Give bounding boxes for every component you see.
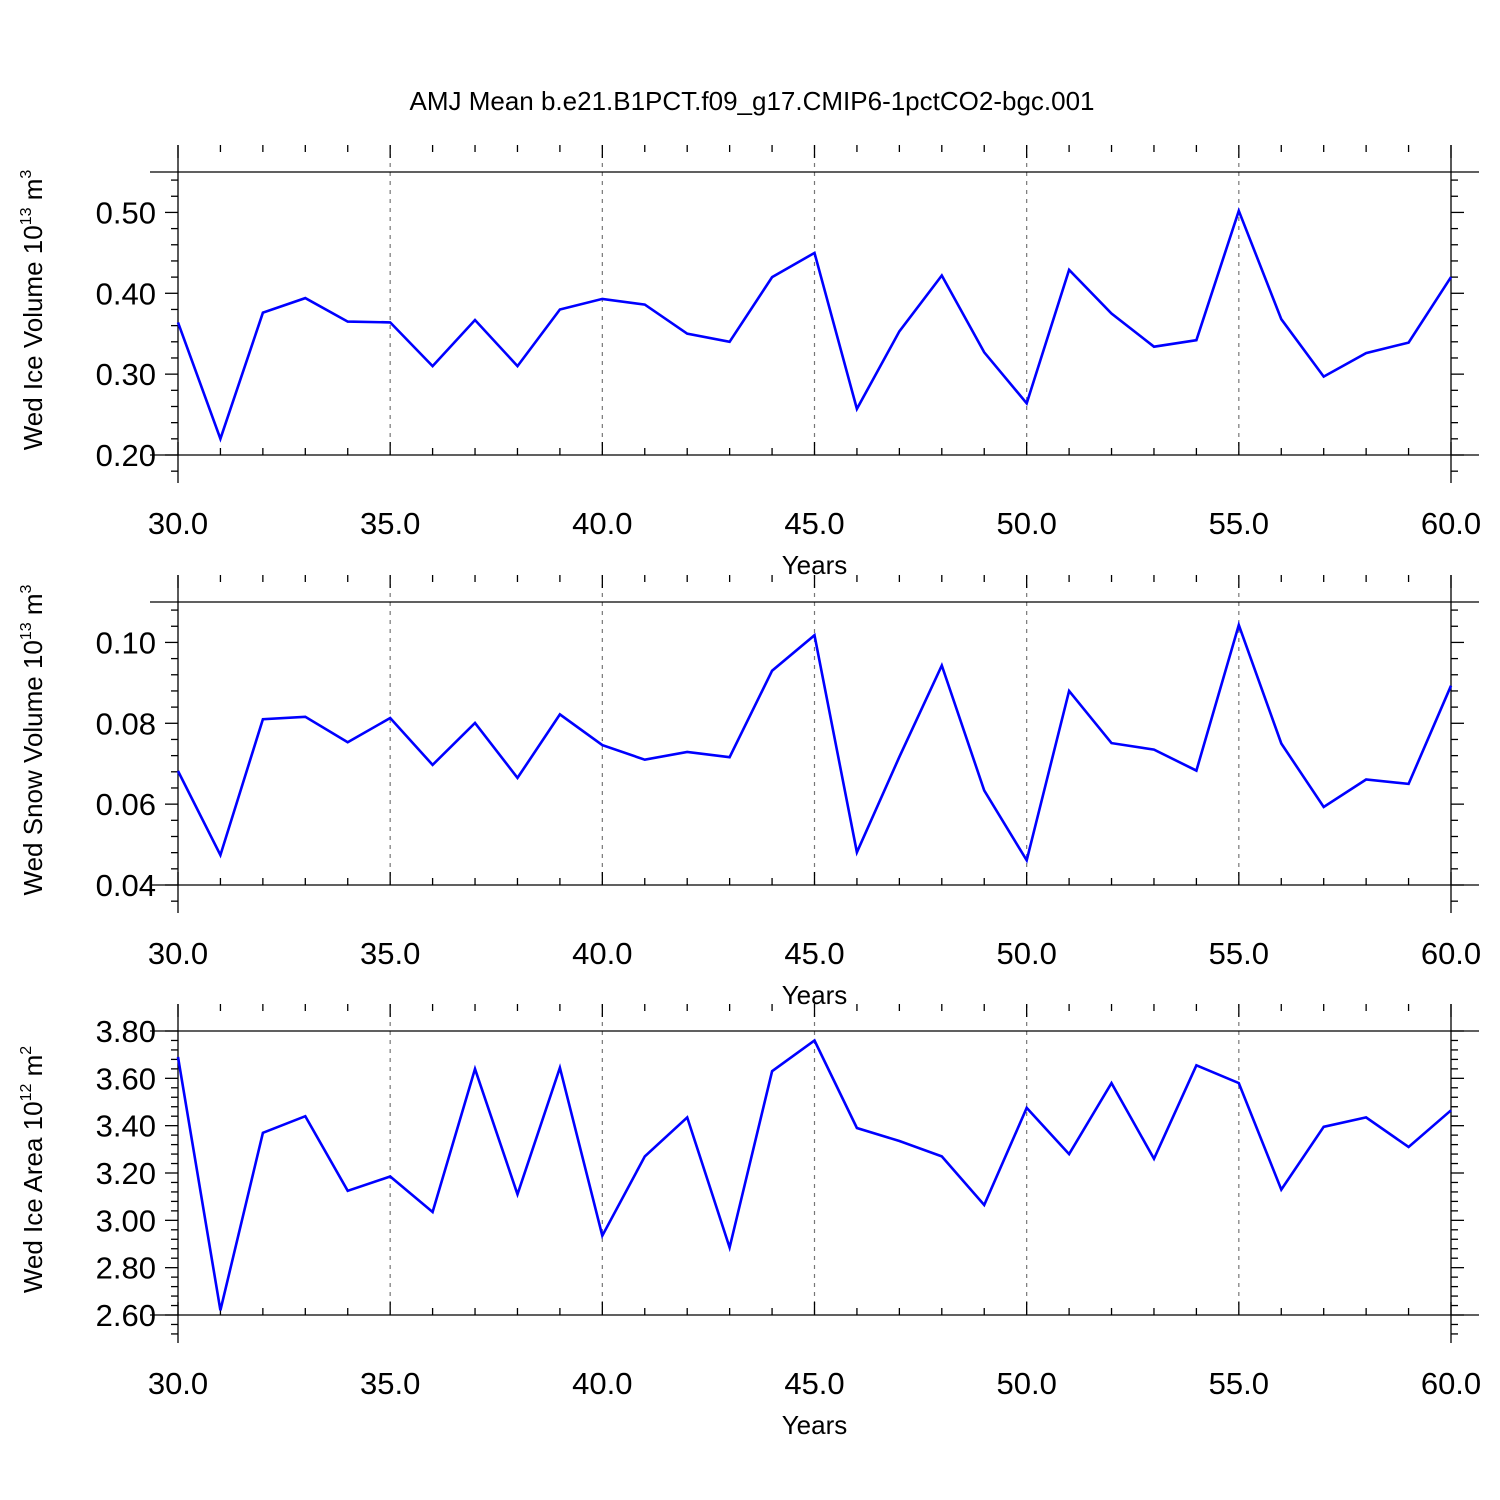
panel-3: 30.0 35.0 40.0 45.0 50.0 55.0 60.0 2.60 2.80 3.00… — [18, 1004, 1481, 1440]
x-tick-label: 55.0 — [1209, 506, 1269, 541]
y-axis-label: Wed Ice Area 1012 m2 — [18, 1046, 48, 1293]
y-axis-label: Wed Snow Volume 1013 m3 — [18, 584, 48, 895]
y-tick-label: 3.40 — [96, 1109, 156, 1144]
panel-1: 30.0 35.0 40.0 45.0 50.0 55.0 60.0 0.20 0.30 0.40… — [18, 145, 1481, 580]
y-tick-label: 0.10 — [96, 625, 156, 660]
x-tick-label: 45.0 — [784, 1366, 844, 1401]
y-tick-label: 3.80 — [96, 1014, 156, 1049]
x-tick-label: 40.0 — [572, 936, 632, 971]
x-tick-label: 60.0 — [1421, 1366, 1481, 1401]
y-tick-label: 0.30 — [96, 357, 156, 392]
x-tick-label: 35.0 — [360, 1366, 420, 1401]
x-tick-label: 55.0 — [1209, 1366, 1269, 1401]
y-tick-label: 3.60 — [96, 1061, 156, 1096]
x-tick-label: 50.0 — [996, 936, 1056, 971]
x-tick-label: 60.0 — [1421, 936, 1481, 971]
x-tick-label: 45.0 — [784, 506, 844, 541]
y-tick-label: 0.50 — [96, 195, 156, 230]
x-tick-label: 40.0 — [572, 506, 632, 541]
x-axis-label: Years — [782, 1410, 848, 1440]
x-tick-label: 60.0 — [1421, 506, 1481, 541]
x-tick-label: 45.0 — [784, 936, 844, 971]
y-tick-label: 2.60 — [96, 1298, 156, 1333]
series-line-1 — [176, 206, 1453, 443]
x-tick-label: 40.0 — [572, 1366, 632, 1401]
x-tick-label: 50.0 — [996, 506, 1056, 541]
y-axis-label: Wed Ice Volume 1013 m3 — [18, 170, 48, 451]
y-tick-label: 2.80 — [96, 1251, 156, 1286]
x-tick-label: 35.0 — [360, 506, 420, 541]
x-tick-label: 30.0 — [148, 506, 208, 541]
y-tick-label: 3.00 — [96, 1203, 156, 1238]
y-tick-label: 0.04 — [96, 868, 156, 903]
x-tick-label: 35.0 — [360, 936, 420, 971]
panels: 30.0 35.0 40.0 45.0 50.0 55.0 60.0 0.20 0.30 0.40… — [18, 145, 1481, 1440]
series-line-1 — [176, 1038, 1452, 1311]
y-tick-label: 0.20 — [96, 438, 156, 473]
y-tick-label: 0.08 — [96, 706, 156, 741]
y-tick-label: 0.06 — [96, 787, 156, 822]
x-tick-label: 30.0 — [148, 1366, 208, 1401]
chart-title: AMJ Mean b.e21.B1PCT.f09_g17.CMIP6-1pctC… — [409, 86, 1094, 116]
y-tick-label: 0.40 — [96, 276, 156, 311]
panel-2: 30.0 35.0 40.0 45.0 50.0 55.0 60.0 0.04 0.06 0.08… — [18, 575, 1481, 1010]
x-tick-label: 55.0 — [1209, 936, 1269, 971]
y-tick-label: 3.20 — [96, 1156, 156, 1191]
series-line-1 — [176, 620, 1453, 864]
x-tick-label: 50.0 — [996, 1366, 1056, 1401]
x-tick-label: 30.0 — [148, 936, 208, 971]
